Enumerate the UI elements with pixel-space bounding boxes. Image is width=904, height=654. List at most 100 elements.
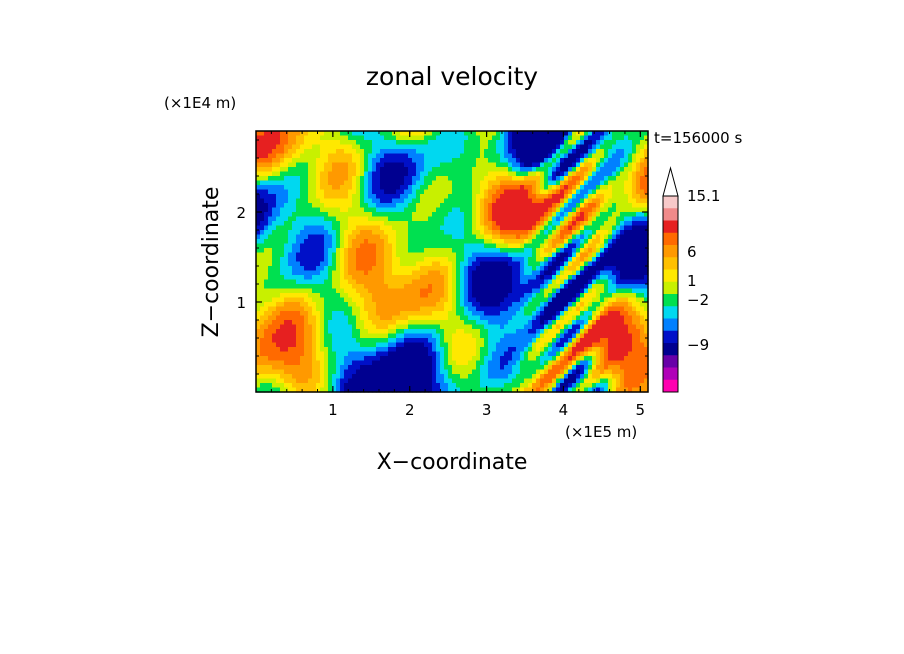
field-cell [444, 248, 449, 254]
field-cell [344, 198, 349, 204]
field-cell [384, 216, 389, 222]
field-cell [264, 225, 269, 231]
field-cell [352, 351, 357, 357]
field-cell [560, 158, 565, 164]
field-cell [528, 234, 533, 240]
field-cell [576, 180, 581, 186]
field-cell [520, 288, 525, 294]
field-cell [268, 270, 273, 276]
field-cell [628, 216, 633, 222]
field-cell [492, 333, 497, 339]
field-cell [356, 203, 361, 209]
field-cell [396, 324, 401, 330]
field-cell [580, 248, 585, 254]
field-cell [584, 324, 589, 330]
field-cell [528, 221, 533, 227]
field-cell [344, 221, 349, 227]
field-cell [552, 288, 557, 294]
field-cell [468, 176, 473, 182]
field-cell [524, 338, 529, 344]
field-cell [380, 194, 385, 200]
field-cell [436, 221, 441, 227]
field-cell [452, 239, 457, 245]
field-cell [456, 189, 461, 195]
field-cell [312, 257, 317, 263]
field-cell [584, 315, 589, 321]
field-cell [612, 234, 617, 240]
field-cell [632, 230, 637, 236]
field-cell [276, 320, 281, 326]
field-cell [484, 257, 489, 263]
field-cell [552, 248, 557, 254]
field-cell [356, 351, 361, 357]
field-cell [604, 275, 609, 281]
field-cell [504, 234, 509, 240]
field-cell [584, 140, 589, 146]
field-cell [644, 203, 649, 209]
field-cell [496, 306, 501, 312]
field-cell [640, 306, 645, 312]
field-cell [460, 266, 465, 272]
field-cell [508, 212, 513, 218]
field-cell [304, 315, 309, 321]
field-cell [560, 351, 565, 357]
field-cell [640, 189, 645, 195]
field-cell [644, 243, 649, 249]
field-cell [576, 270, 581, 276]
field-cell [364, 324, 369, 330]
field-cell [556, 176, 561, 182]
field-cell [376, 167, 381, 173]
field-cell [588, 189, 593, 195]
field-cell [296, 135, 301, 141]
field-cell [436, 320, 441, 326]
field-cell [564, 288, 569, 294]
field-cell [364, 284, 369, 290]
field-cell [384, 315, 389, 321]
field-cell [548, 176, 553, 182]
field-cell [480, 347, 485, 353]
field-cell [464, 266, 469, 272]
field-cell [464, 342, 469, 348]
field-cell [468, 324, 473, 330]
field-cell [580, 131, 585, 137]
field-cell [376, 189, 381, 195]
field-cell [276, 243, 281, 249]
field-cell [348, 297, 353, 303]
field-cell [644, 270, 649, 276]
field-cell [336, 356, 341, 362]
field-cell [512, 171, 517, 177]
field-cell [292, 162, 297, 168]
field-cell [552, 311, 557, 317]
field-cell [632, 239, 637, 245]
field-cell [308, 252, 313, 258]
field-cell [388, 239, 393, 245]
field-cell [620, 284, 625, 290]
field-cell [280, 153, 285, 159]
field-cell [536, 207, 541, 213]
field-cell [500, 293, 505, 299]
field-cell [284, 306, 289, 312]
field-cell [400, 140, 405, 146]
field-cell [604, 131, 609, 137]
field-cell [548, 261, 553, 267]
field-cell [256, 311, 261, 317]
field-cell [588, 275, 593, 281]
field-cell [360, 347, 365, 353]
field-cell [436, 140, 441, 146]
field-cell [620, 234, 625, 240]
field-cell [544, 167, 549, 173]
field-cell [644, 225, 649, 231]
field-cell [644, 198, 649, 204]
field-cell [396, 293, 401, 299]
field-cell [320, 135, 325, 141]
field-cell [404, 167, 409, 173]
field-cell [604, 342, 609, 348]
field-cell [284, 180, 289, 186]
field-cell [496, 315, 501, 321]
field-cell [528, 342, 533, 348]
field-cell [488, 351, 493, 357]
field-cell [408, 203, 413, 209]
field-cell [384, 320, 389, 326]
field-cell [308, 221, 313, 227]
field-cell [564, 144, 569, 150]
